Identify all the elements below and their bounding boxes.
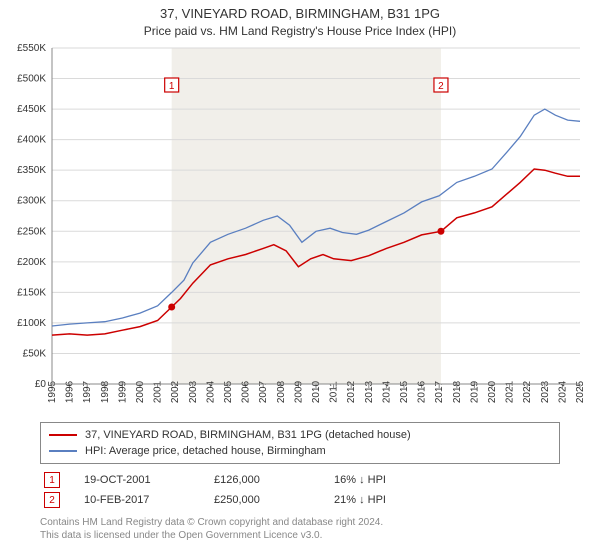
sale-date: 10-FEB-2017: [84, 494, 214, 506]
legend-swatch: [49, 434, 77, 436]
y-tick-label: £0: [35, 379, 47, 390]
sale-dot: [437, 228, 444, 235]
sale-price: £250,000: [214, 494, 334, 506]
sale-hpi: 16% ↓ HPI: [334, 474, 474, 486]
line-chart: £0 £50K £100K £150K £200K £250K £300K £350K £400…: [0, 0, 600, 420]
y-tick-label: £250K: [17, 226, 46, 237]
chart-subtitle: Price paid vs. HM Land Registry's House …: [0, 24, 600, 38]
legend-label: 37, VINEYARD ROAD, BIRMINGHAM, B31 1PG (…: [85, 429, 411, 441]
y-tick-label: £450K: [17, 104, 46, 115]
footer-attribution: Contains HM Land Registry data © Crown c…: [40, 516, 383, 542]
sale-row: 2 10-FEB-2017£250,00021% ↓ HPI: [40, 490, 474, 510]
sale-row-marker: 1: [44, 472, 60, 488]
legend-swatch: [49, 450, 77, 452]
y-tick-label: £550K: [17, 43, 46, 54]
y-tick-label: £100K: [17, 318, 46, 329]
footer-line: This data is licensed under the Open Gov…: [40, 529, 383, 542]
y-tick-label: £400K: [17, 135, 46, 146]
y-tick-label: £500K: [17, 74, 46, 85]
legend-label: HPI: Average price, detached house, Birm…: [85, 445, 326, 457]
y-tick-label: £200K: [17, 257, 46, 268]
sale-marker-number: 2: [438, 81, 444, 92]
sale-hpi: 21% ↓ HPI: [334, 494, 474, 506]
legend-row: 37, VINEYARD ROAD, BIRMINGHAM, B31 1PG (…: [49, 427, 551, 443]
y-tick-label: £350K: [17, 165, 46, 176]
sale-date: 19-OCT-2001: [84, 474, 214, 486]
chart-title: 37, VINEYARD ROAD, BIRMINGHAM, B31 1PG: [0, 6, 600, 21]
sale-row-marker: 2: [44, 492, 60, 508]
sale-row: 1 19-OCT-2001£126,00016% ↓ HPI: [40, 470, 474, 490]
y-tick-label: £150K: [17, 287, 46, 298]
legend: 37, VINEYARD ROAD, BIRMINGHAM, B31 1PG (…: [40, 422, 560, 464]
y-tick-label: £50K: [23, 348, 47, 359]
sale-marker-number: 1: [169, 81, 175, 92]
y-tick-label: £300K: [17, 196, 46, 207]
sales-table: 1 19-OCT-2001£126,00016% ↓ HPI 2 10-FEB-201…: [40, 470, 474, 510]
sale-dot: [168, 304, 175, 311]
legend-row: HPI: Average price, detached house, Birm…: [49, 443, 551, 459]
footer-line: Contains HM Land Registry data © Crown c…: [40, 516, 383, 529]
ownership-band: [172, 48, 441, 384]
sale-price: £126,000: [214, 474, 334, 486]
